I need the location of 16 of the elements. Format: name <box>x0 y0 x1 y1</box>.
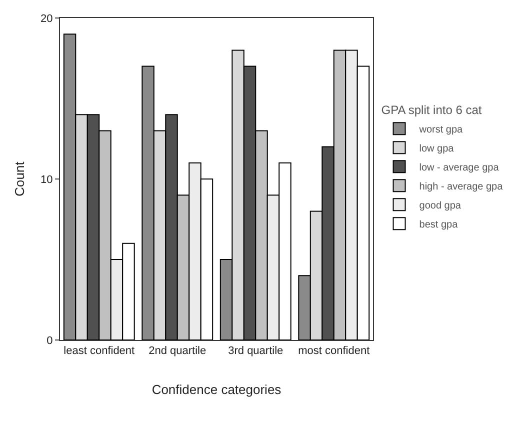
y-tick-label: 0 <box>46 334 53 347</box>
x-axis-title: Confidence categories <box>152 382 282 397</box>
legend-label: low gpa <box>419 144 454 154</box>
x-tick-label: 3rd quartile <box>228 345 284 358</box>
y-tick-label: 10 <box>40 174 53 186</box>
legend-title: GPA split into 6 cat <box>381 103 482 118</box>
x-tick-label: least confident <box>64 345 135 358</box>
legend-label: high - average gpa <box>419 182 504 192</box>
legend-label: best gpa <box>419 220 458 230</box>
y-tick-label: 20 <box>40 12 53 25</box>
x-tick-label: 2nd quartile <box>148 345 206 358</box>
y-axis-title: Count <box>12 161 27 196</box>
legend-label: worst gpa <box>418 124 464 136</box>
x-tick-label: most confident <box>298 345 370 358</box>
legend-label: good gpa <box>419 200 462 212</box>
legend-label: low - average gpa <box>419 162 500 174</box>
